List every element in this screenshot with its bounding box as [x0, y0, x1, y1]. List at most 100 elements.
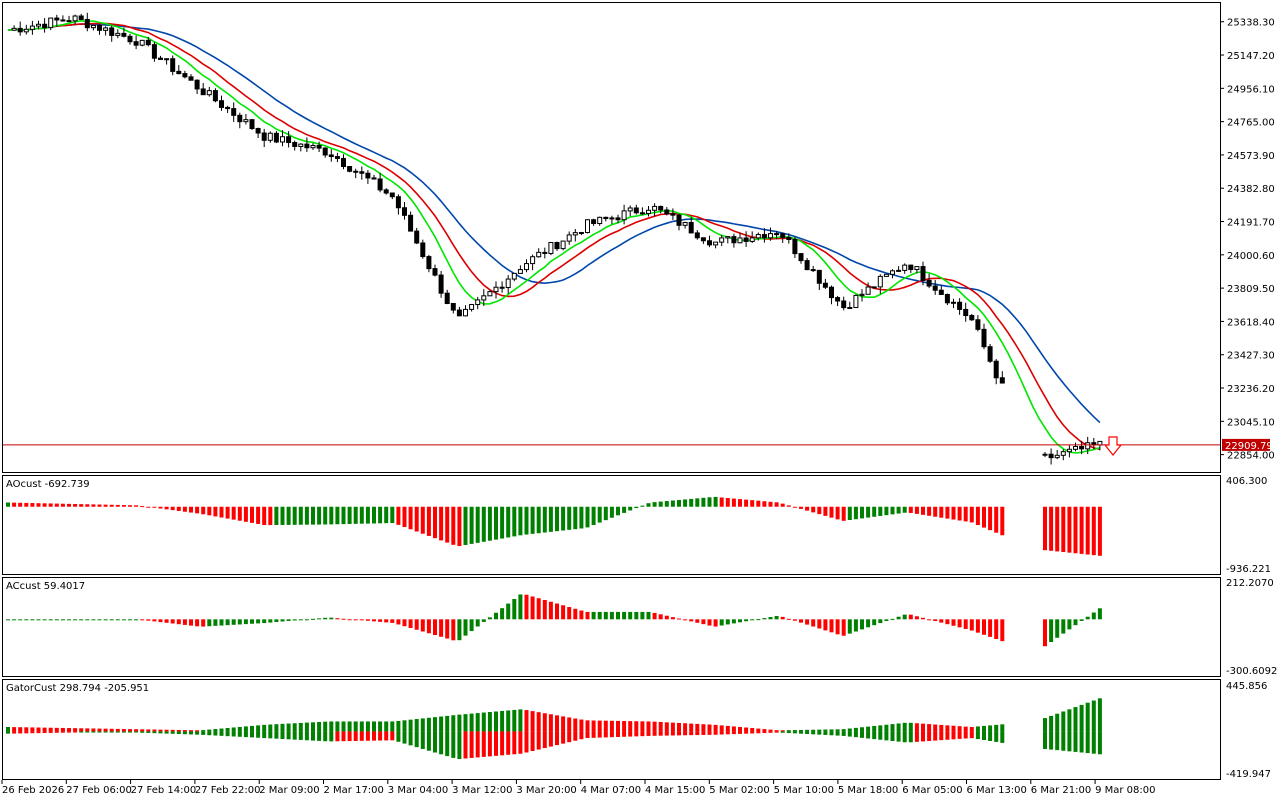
histogram-bar	[573, 608, 578, 620]
time-tick-label: 27 Feb 22:00	[195, 785, 261, 796]
histogram-bar	[176, 729, 181, 732]
histogram-bar	[103, 731, 108, 733]
histogram-bar	[329, 721, 334, 732]
histogram-bar	[280, 723, 285, 732]
histogram-bar	[6, 731, 10, 734]
histogram-bar	[658, 731, 663, 736]
histogram-bar	[847, 506, 852, 521]
histogram-bar	[384, 619, 389, 623]
time-tick-label: 6 Mar 21:00	[1031, 785, 1091, 796]
histogram-bar	[420, 619, 425, 632]
candle	[182, 73, 188, 78]
histogram-bar	[823, 619, 828, 631]
histogram-bar	[475, 713, 480, 732]
candle	[48, 17, 54, 29]
candle	[1060, 451, 1066, 456]
histogram-bar	[884, 506, 889, 516]
histogram-bar	[1043, 619, 1047, 647]
histogram-bar	[353, 619, 358, 621]
candle	[554, 241, 560, 250]
histogram-bar	[512, 731, 517, 755]
gator-pane[interactable]	[6, 698, 1102, 760]
histogram-bar	[1061, 619, 1066, 634]
histogram-bar	[426, 619, 431, 634]
histogram-bar	[1000, 619, 1005, 642]
price-pane[interactable]	[3, 12, 1220, 465]
histogram-bar	[567, 731, 572, 743]
histogram-bar	[73, 503, 78, 507]
price-axis: 25338.30 25147.20 24956.10 24765.00 24573.90…	[1220, 18, 1275, 462]
candle	[103, 27, 109, 31]
histogram-bar	[317, 731, 322, 741]
histogram-bar	[908, 614, 913, 620]
histogram-bar	[243, 731, 248, 738]
histogram-bar	[1067, 731, 1072, 752]
histogram-bar	[323, 617, 328, 620]
candle	[273, 132, 279, 143]
histogram-bar	[67, 728, 71, 732]
candle	[316, 144, 322, 149]
histogram-bar	[414, 719, 419, 732]
candle	[304, 143, 310, 149]
histogram-bar	[927, 619, 932, 621]
histogram-bar	[103, 728, 108, 732]
candle	[200, 88, 206, 96]
histogram-bar	[433, 731, 437, 753]
histogram-bar	[670, 722, 675, 732]
histogram-bar	[140, 506, 145, 508]
histogram-bar	[713, 724, 718, 732]
candle	[524, 263, 529, 271]
histogram-bar	[670, 731, 675, 736]
histogram-bar	[500, 506, 505, 539]
histogram-bar	[542, 731, 547, 749]
histogram-bar	[683, 499, 688, 507]
histogram-bar	[250, 506, 254, 523]
candle	[243, 119, 249, 123]
histogram-bar	[921, 506, 925, 515]
histogram-bar	[317, 618, 322, 620]
candle	[755, 234, 761, 239]
candle	[17, 27, 23, 33]
ac-pane[interactable]	[6, 594, 1102, 647]
price-tick-label: 24956.10	[1227, 84, 1275, 95]
histogram-bar	[445, 731, 450, 757]
candle	[969, 315, 975, 321]
histogram-bar	[79, 731, 84, 733]
histogram-bar	[933, 506, 938, 517]
candle	[408, 214, 414, 232]
histogram-bar	[591, 611, 596, 620]
histogram-bar	[372, 721, 376, 732]
histogram-bar	[914, 723, 919, 732]
histogram-bar	[451, 715, 456, 732]
ao-pane[interactable]	[6, 496, 1102, 556]
histogram-bar	[97, 731, 102, 733]
histogram-bar	[158, 506, 163, 509]
candle	[249, 119, 255, 130]
histogram-bar	[121, 729, 126, 732]
histogram-bar	[652, 502, 657, 507]
candle	[23, 28, 29, 33]
histogram-bar	[433, 717, 437, 732]
histogram-bar	[42, 731, 47, 734]
histogram-bar	[872, 725, 877, 732]
alligator-lips-line	[7, 19, 1101, 454]
histogram-bar	[158, 619, 163, 623]
histogram-bar	[774, 502, 779, 507]
histogram-bar	[292, 619, 297, 621]
histogram-bar	[158, 731, 163, 734]
histogram-bar	[902, 506, 907, 513]
candle	[987, 346, 993, 362]
histogram-bar	[500, 608, 505, 620]
candle	[395, 196, 401, 209]
histogram-bar	[494, 731, 498, 756]
histogram-bar	[225, 731, 230, 737]
histogram-bar	[896, 506, 901, 514]
candle	[78, 15, 84, 20]
histogram-bar	[60, 619, 65, 621]
candle	[835, 297, 841, 302]
histogram-bar	[957, 619, 962, 628]
histogram-bar	[195, 730, 200, 732]
histogram-bar	[597, 611, 602, 620]
histogram-bar	[207, 506, 212, 516]
